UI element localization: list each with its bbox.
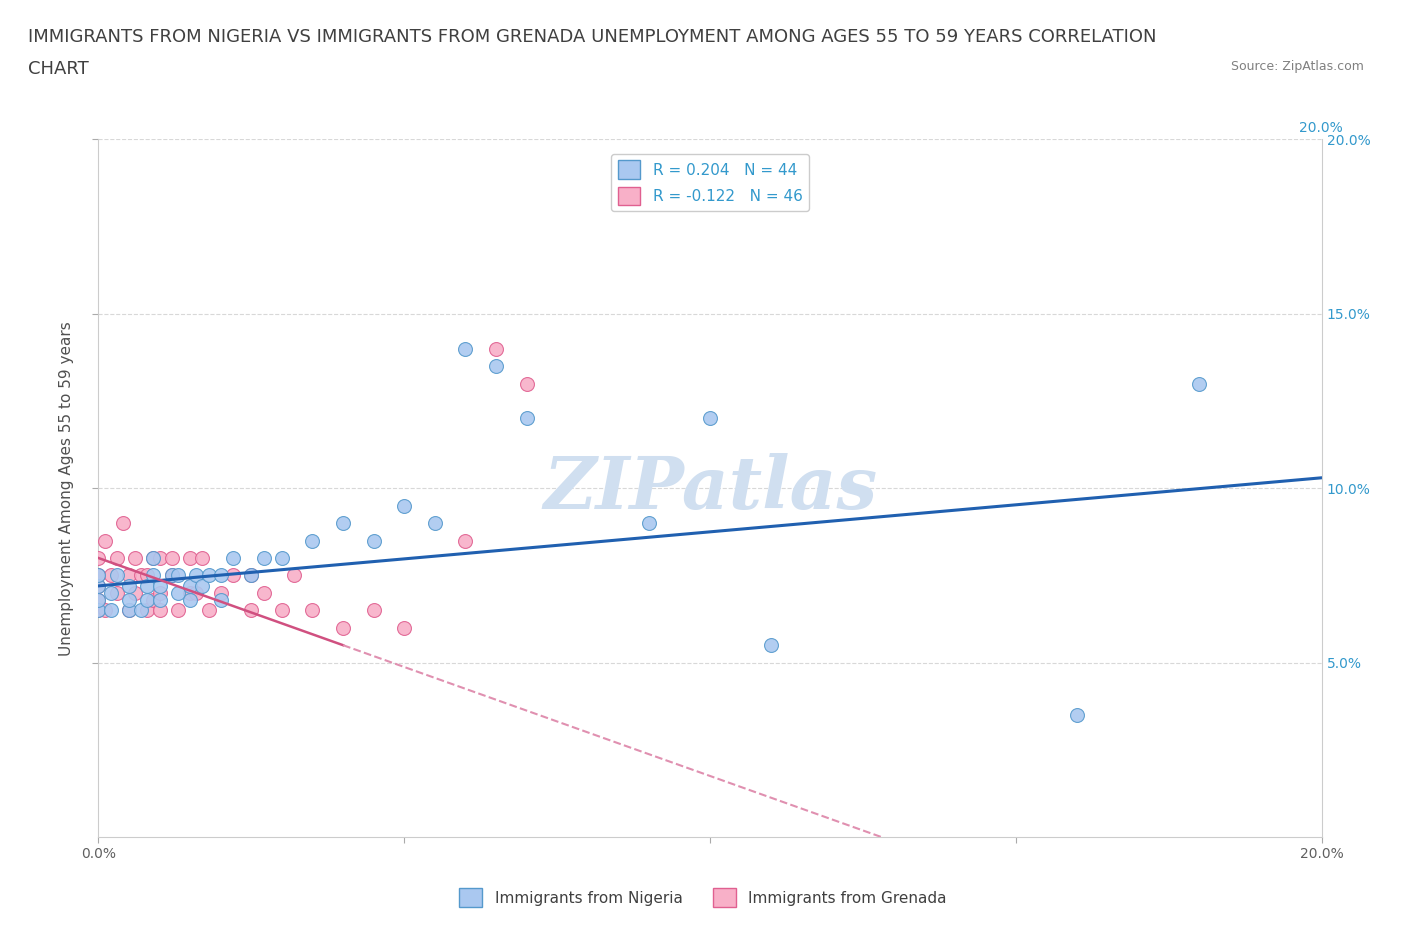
Point [240, 568, 263, 583]
Point [87, 603, 110, 618]
Point [87, 603, 110, 618]
Point [87, 578, 110, 593]
Point [270, 603, 292, 618]
Point [129, 568, 152, 583]
Point [209, 586, 232, 601]
Point [759, 638, 782, 653]
Text: ZIPatlas: ZIPatlas [543, 453, 877, 524]
Point [179, 586, 201, 601]
Point [149, 586, 172, 601]
Point [100, 586, 122, 601]
Point [167, 586, 190, 601]
Point [179, 551, 201, 565]
Point [301, 603, 323, 618]
Point [118, 603, 141, 618]
Point [637, 515, 661, 530]
Point [699, 411, 721, 426]
Point [252, 586, 274, 601]
Point [87, 592, 110, 607]
Point [167, 603, 190, 618]
Point [392, 498, 416, 513]
Point [454, 533, 477, 548]
Point [87, 568, 110, 583]
Point [222, 568, 245, 583]
Point [363, 533, 385, 548]
Point [136, 592, 159, 607]
Point [124, 586, 146, 601]
Point [105, 551, 128, 565]
Point [136, 578, 159, 593]
Point [191, 551, 214, 565]
Point [186, 568, 208, 583]
Y-axis label: Unemployment Among Ages 55 to 59 years: Unemployment Among Ages 55 to 59 years [59, 321, 75, 656]
Point [179, 592, 201, 607]
Point [105, 568, 128, 583]
Point [363, 603, 385, 618]
Point [516, 377, 538, 392]
Point [124, 551, 146, 565]
Text: CHART: CHART [28, 60, 89, 78]
Point [1066, 708, 1088, 723]
Text: IMMIGRANTS FROM NIGERIA VS IMMIGRANTS FROM GRENADA UNEMPLOYMENT AMONG AGES 55 TO: IMMIGRANTS FROM NIGERIA VS IMMIGRANTS FR… [28, 28, 1157, 46]
Point [485, 341, 508, 356]
Point [160, 568, 183, 583]
Point [118, 578, 141, 593]
Point [142, 592, 165, 607]
Point [197, 568, 219, 583]
Point [179, 578, 201, 593]
Point [142, 551, 165, 565]
Point [197, 603, 219, 618]
Point [392, 620, 416, 635]
Point [142, 568, 165, 583]
Point [118, 603, 141, 618]
Point [209, 592, 232, 607]
Point [129, 603, 152, 618]
Point [209, 568, 232, 583]
Point [186, 586, 208, 601]
Point [423, 515, 446, 530]
Point [160, 551, 183, 565]
Point [454, 341, 477, 356]
Point [93, 603, 115, 618]
Point [252, 551, 274, 565]
Point [270, 551, 292, 565]
Point [283, 568, 305, 583]
Point [167, 568, 190, 583]
Text: 20.0%: 20.0% [1299, 121, 1343, 135]
Point [607, 184, 630, 199]
Point [149, 592, 172, 607]
Point [87, 592, 110, 607]
Point [118, 568, 141, 583]
Text: Source: ZipAtlas.com: Source: ZipAtlas.com [1230, 60, 1364, 73]
Point [149, 578, 172, 593]
Point [160, 568, 183, 583]
Point [118, 592, 141, 607]
Point [100, 568, 122, 583]
Point [87, 551, 110, 565]
Point [1188, 377, 1211, 392]
Point [222, 551, 245, 565]
Point [105, 586, 128, 601]
Point [149, 603, 172, 618]
Legend: R = 0.204   N = 44, R = -0.122   N = 46: R = 0.204 N = 44, R = -0.122 N = 46 [612, 154, 808, 211]
Point [142, 551, 165, 565]
Point [87, 578, 110, 593]
Point [240, 568, 263, 583]
Point [485, 359, 508, 374]
Point [87, 568, 110, 583]
Point [332, 620, 354, 635]
Point [149, 551, 172, 565]
Point [136, 568, 159, 583]
Point [93, 533, 115, 548]
Legend: Immigrants from Nigeria, Immigrants from Grenada: Immigrants from Nigeria, Immigrants from… [453, 883, 953, 913]
Point [301, 533, 323, 548]
Point [100, 603, 122, 618]
Point [191, 578, 214, 593]
Point [332, 515, 354, 530]
Point [136, 603, 159, 618]
Point [240, 603, 263, 618]
Point [516, 411, 538, 426]
Point [111, 515, 134, 530]
